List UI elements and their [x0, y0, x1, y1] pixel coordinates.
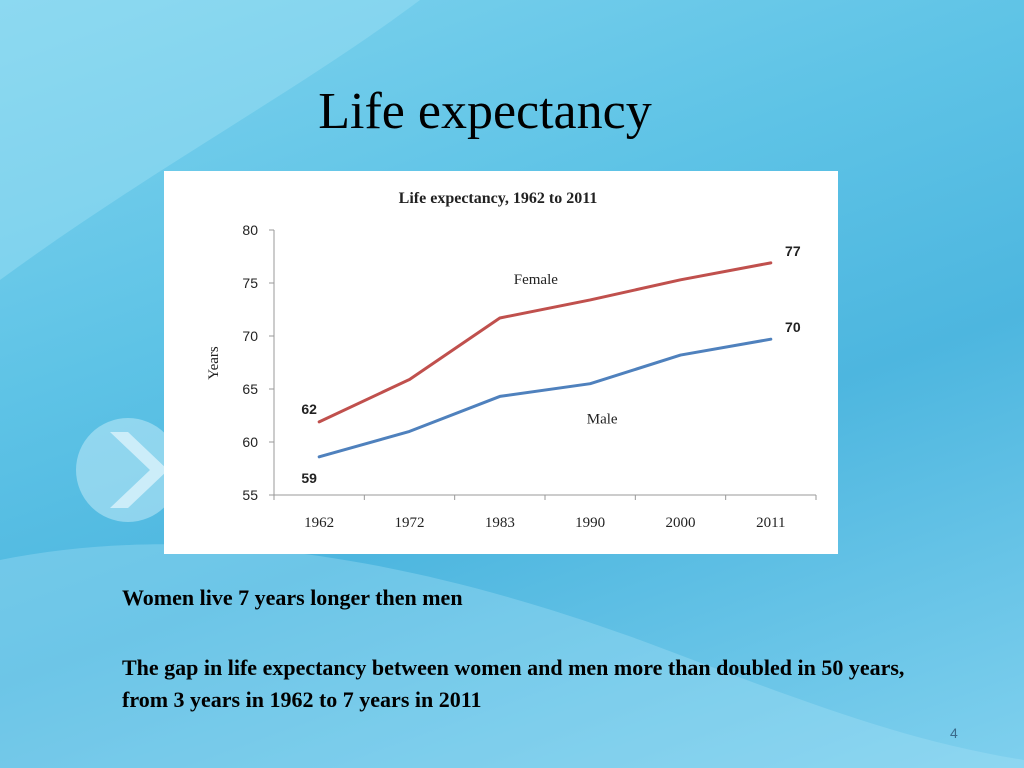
background-arrow-circle — [76, 418, 180, 522]
x-tick-label: 2000 — [666, 515, 696, 531]
y-tick-label: 60 — [242, 434, 258, 450]
series-name-male: Male — [587, 412, 618, 428]
y-axis-label: Years — [206, 346, 222, 380]
y-tick-label: 75 — [242, 275, 258, 291]
series-name-female: Female — [514, 272, 558, 288]
data-label-end-male: 70 — [785, 319, 801, 335]
data-label-start-male: 59 — [301, 470, 317, 486]
x-tick-label: 1990 — [575, 515, 605, 531]
slide-text: Women live 7 years longer then men The g… — [122, 582, 922, 716]
y-tick-label: 80 — [242, 222, 258, 238]
y-tick-label: 70 — [242, 328, 258, 344]
x-tick-label: 1983 — [485, 515, 515, 531]
x-tick-label: 1962 — [304, 515, 334, 531]
background-swoosh — [0, 0, 420, 280]
data-label-start-female: 62 — [301, 401, 317, 417]
series-line-male — [317, 337, 773, 459]
y-tick-label: 65 — [242, 381, 258, 397]
series-line-female — [317, 261, 773, 424]
chart-title: Life expectancy, 1962 to 2011 — [399, 190, 598, 207]
background-swoosh-lower — [0, 544, 1024, 768]
y-tick-label: 55 — [242, 487, 258, 503]
x-tick-label: 2011 — [756, 515, 785, 531]
data-label-end-female: 77 — [785, 243, 801, 259]
bullet-gap-doubled: The gap in life expectancy between women… — [122, 655, 905, 712]
spacer — [122, 614, 922, 652]
bullet-women-live-longer: Women live 7 years longer then men — [122, 585, 463, 610]
chevron-right-icon — [110, 432, 168, 508]
page-number: 4 — [950, 725, 958, 741]
slide-title: Life expectancy — [318, 83, 652, 140]
line-chart: Life expectancy, 1962 to 2011 Years 55 60… — [164, 171, 838, 554]
x-tick-label: 1972 — [395, 515, 425, 531]
chart-svg: Life expectancy, 1962 to 2011 Years 55 60… — [206, 190, 817, 531]
